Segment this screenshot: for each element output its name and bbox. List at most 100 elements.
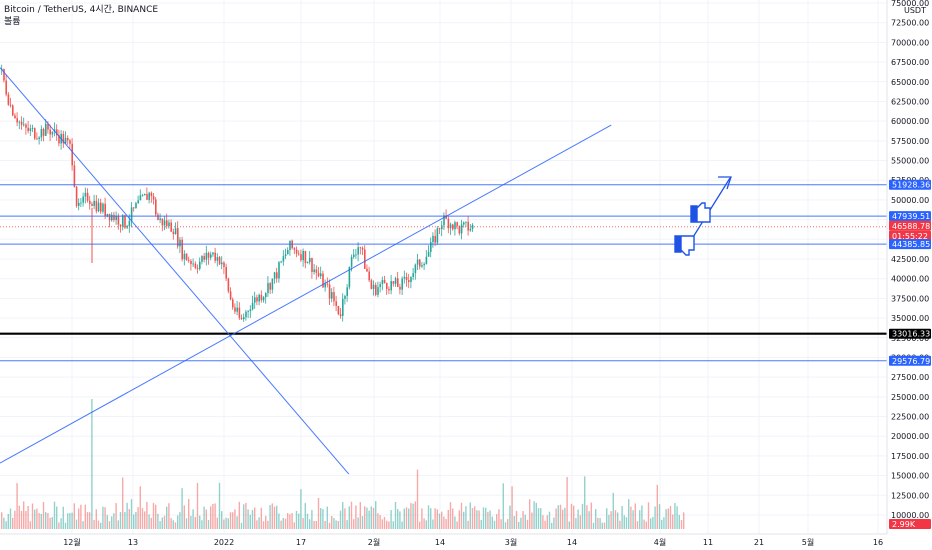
volume-bar xyxy=(621,506,623,529)
volume-bar xyxy=(53,501,56,529)
candle-body xyxy=(181,239,183,260)
volume-bar xyxy=(359,502,361,529)
volume-bar xyxy=(260,507,262,529)
volume-bar xyxy=(570,503,573,529)
price-axis-label: 55000.00 xyxy=(891,157,929,166)
volume-bar xyxy=(379,515,381,529)
volume-bar xyxy=(51,517,53,529)
volume-bar xyxy=(416,469,419,529)
candle-body xyxy=(416,259,419,265)
volume-bar xyxy=(478,510,480,529)
volume-bar xyxy=(419,521,421,529)
volume-bar xyxy=(540,508,542,529)
candle-body xyxy=(383,280,386,283)
time-axis-label: 14 xyxy=(567,538,577,547)
volume-bar xyxy=(509,505,511,529)
candle-body xyxy=(47,123,49,130)
candle-body xyxy=(293,248,296,250)
volume-bar xyxy=(669,505,672,529)
volume-bar xyxy=(1,512,3,529)
volume-bar xyxy=(403,508,405,529)
time-axis-label: 14 xyxy=(435,538,445,547)
candle-body xyxy=(339,314,342,316)
volume-bar xyxy=(344,508,346,529)
time-axis-label: 5월 xyxy=(802,537,814,547)
volume-bar xyxy=(168,503,170,529)
candle-body xyxy=(304,251,307,264)
volume-bar xyxy=(177,515,179,529)
time-axis-label: 21 xyxy=(754,538,764,547)
volume-bar xyxy=(441,511,443,529)
candle-body xyxy=(460,224,463,234)
candle-body xyxy=(245,311,247,318)
candle-body xyxy=(34,128,36,139)
volume-indicator-label: 볼륨 xyxy=(4,17,21,27)
volume-bar xyxy=(487,511,489,529)
volume-bar xyxy=(467,520,469,529)
candle-body xyxy=(254,297,256,303)
volume-bar xyxy=(137,507,139,529)
candle-body xyxy=(148,192,150,200)
volume-bar xyxy=(130,499,133,529)
volume-bar xyxy=(654,506,656,529)
volume-bar xyxy=(227,518,229,529)
volume-bar xyxy=(386,520,388,529)
price-axis-label: 35000.00 xyxy=(891,314,929,323)
volume-bar xyxy=(315,521,317,529)
volume-bar xyxy=(331,515,333,529)
candle-body xyxy=(287,250,289,255)
candle-body xyxy=(302,251,304,261)
candle-body xyxy=(443,215,445,226)
volume-bar xyxy=(377,513,379,529)
candle-body xyxy=(328,284,331,299)
volume-bar xyxy=(159,521,161,529)
volume-bar xyxy=(568,521,570,529)
candle-body xyxy=(214,252,216,261)
volume-bar xyxy=(119,512,122,529)
volume-bar xyxy=(146,501,148,529)
volume-bar xyxy=(485,507,487,529)
candle-body xyxy=(313,269,315,273)
candle-body xyxy=(159,218,161,220)
candle-body xyxy=(298,253,300,255)
candle-body xyxy=(251,302,254,310)
volume-bar xyxy=(397,509,399,529)
volume-bar xyxy=(313,520,315,529)
volume-bar xyxy=(86,512,89,529)
candle-body xyxy=(265,293,267,298)
candles xyxy=(1,64,474,322)
volume-bar xyxy=(674,503,676,529)
volume-bar xyxy=(586,505,588,529)
candle-body xyxy=(309,258,311,263)
volume-bar xyxy=(584,476,586,529)
candle-body xyxy=(168,222,170,227)
volume-bar xyxy=(498,509,500,529)
candle-body xyxy=(133,207,135,209)
volume-bar xyxy=(339,510,342,529)
time-axis-label: 4월 xyxy=(654,537,666,547)
volume-bar xyxy=(34,509,36,529)
volume-bar xyxy=(240,522,243,529)
candle-body xyxy=(229,291,232,300)
volume-bar xyxy=(291,513,293,529)
volume-bar xyxy=(504,522,507,529)
price-tag: 47939.51 xyxy=(889,211,931,222)
time-axis-label: 17 xyxy=(296,538,306,547)
volume-bar xyxy=(104,507,106,529)
volume-bar xyxy=(170,518,172,529)
candle-body xyxy=(271,278,274,290)
volume-bar xyxy=(139,486,141,529)
price-tag-box xyxy=(889,230,931,241)
volume-bar xyxy=(56,506,58,529)
price-axis-label: 75000.00 xyxy=(891,0,929,8)
candle-body xyxy=(375,284,377,295)
candle-body xyxy=(86,192,89,201)
volume-bar xyxy=(364,506,366,529)
candle-body xyxy=(84,192,87,197)
volume-bar xyxy=(216,517,218,529)
candle-body xyxy=(419,259,421,267)
volume-bars xyxy=(1,399,685,529)
volume-bar xyxy=(372,507,375,529)
